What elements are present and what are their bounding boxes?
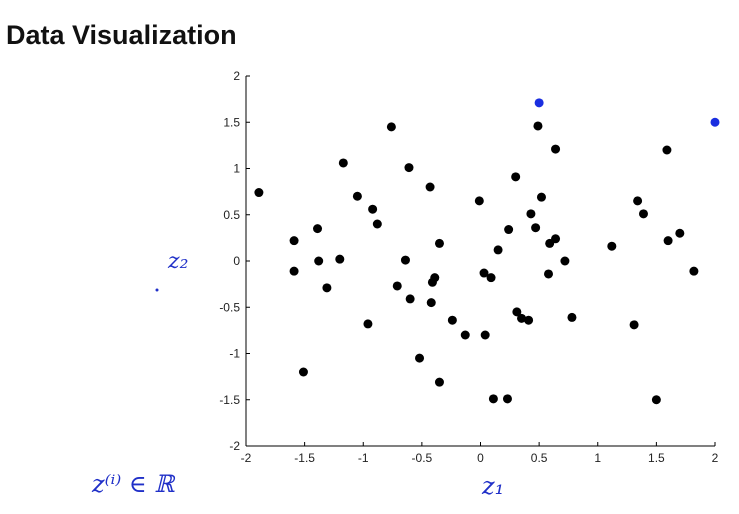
point [404, 163, 414, 173]
point [710, 117, 720, 127]
point [335, 254, 345, 264]
point [633, 196, 643, 206]
point [512, 307, 522, 317]
point [298, 367, 308, 377]
point [363, 319, 373, 329]
point [400, 255, 410, 265]
point [526, 209, 536, 219]
y-tick-label: 1.5 [223, 115, 240, 129]
point [524, 315, 534, 325]
y-tick-label: 0 [233, 254, 240, 268]
point [314, 256, 324, 266]
x-tick-label: 0.5 [531, 451, 548, 465]
point [434, 238, 444, 248]
point [638, 209, 648, 219]
y-tick-label: 1 [233, 162, 240, 176]
point [405, 294, 415, 304]
point [434, 377, 444, 387]
x-tick-label: -1.5 [294, 451, 315, 465]
point [534, 98, 544, 108]
point [536, 192, 546, 202]
point [488, 394, 498, 404]
pen-dot [155, 288, 159, 292]
point [663, 236, 673, 246]
point [533, 121, 543, 131]
y-tick-label: 2 [233, 69, 240, 83]
y-tick-label: 0.5 [223, 208, 240, 222]
point [338, 158, 348, 168]
y-tick-label: -1 [229, 347, 240, 361]
point [689, 266, 699, 276]
x-tick-label: 2 [712, 451, 719, 465]
point [504, 225, 514, 235]
point [544, 269, 554, 279]
slide-title: Data Visualization [6, 20, 237, 50]
point [662, 145, 672, 155]
x-tick-label: -1 [358, 451, 369, 465]
x-tick-label: 1.5 [648, 451, 665, 465]
x-tick-label: -0.5 [412, 451, 433, 465]
point [254, 188, 264, 198]
point [289, 266, 299, 276]
x-tick-label: 1 [594, 451, 601, 465]
point [430, 273, 440, 283]
x-tick-label: -2 [241, 451, 252, 465]
point [479, 268, 489, 278]
point [517, 313, 527, 323]
point [486, 273, 496, 283]
point [372, 219, 382, 229]
point [675, 228, 685, 238]
point [313, 224, 323, 234]
point [493, 245, 503, 255]
point [629, 320, 639, 330]
point [551, 234, 561, 244]
annotation: z⁽ⁱ⁾ ∈ ℝ [91, 470, 176, 498]
point [531, 223, 541, 233]
y-tick-label: -0.5 [219, 300, 240, 314]
point [415, 353, 425, 363]
point [511, 172, 521, 182]
point [425, 182, 435, 192]
annotation: z₁ [481, 472, 504, 500]
point [480, 330, 490, 340]
x-tick-label: 0 [477, 451, 484, 465]
point [502, 394, 512, 404]
point [386, 122, 396, 132]
point [426, 298, 436, 308]
point [289, 236, 299, 246]
point [460, 330, 470, 340]
point [560, 256, 570, 266]
point [322, 283, 332, 293]
y-tick-label: -1.5 [219, 393, 240, 407]
point [651, 395, 661, 405]
point [447, 315, 457, 325]
point [551, 144, 561, 154]
point [352, 191, 362, 201]
point [392, 281, 402, 291]
point [607, 241, 617, 251]
y-tick-label: -2 [229, 439, 240, 453]
point [474, 196, 484, 206]
annotation: z₂ [167, 249, 188, 274]
point [368, 204, 378, 214]
point [567, 312, 577, 322]
